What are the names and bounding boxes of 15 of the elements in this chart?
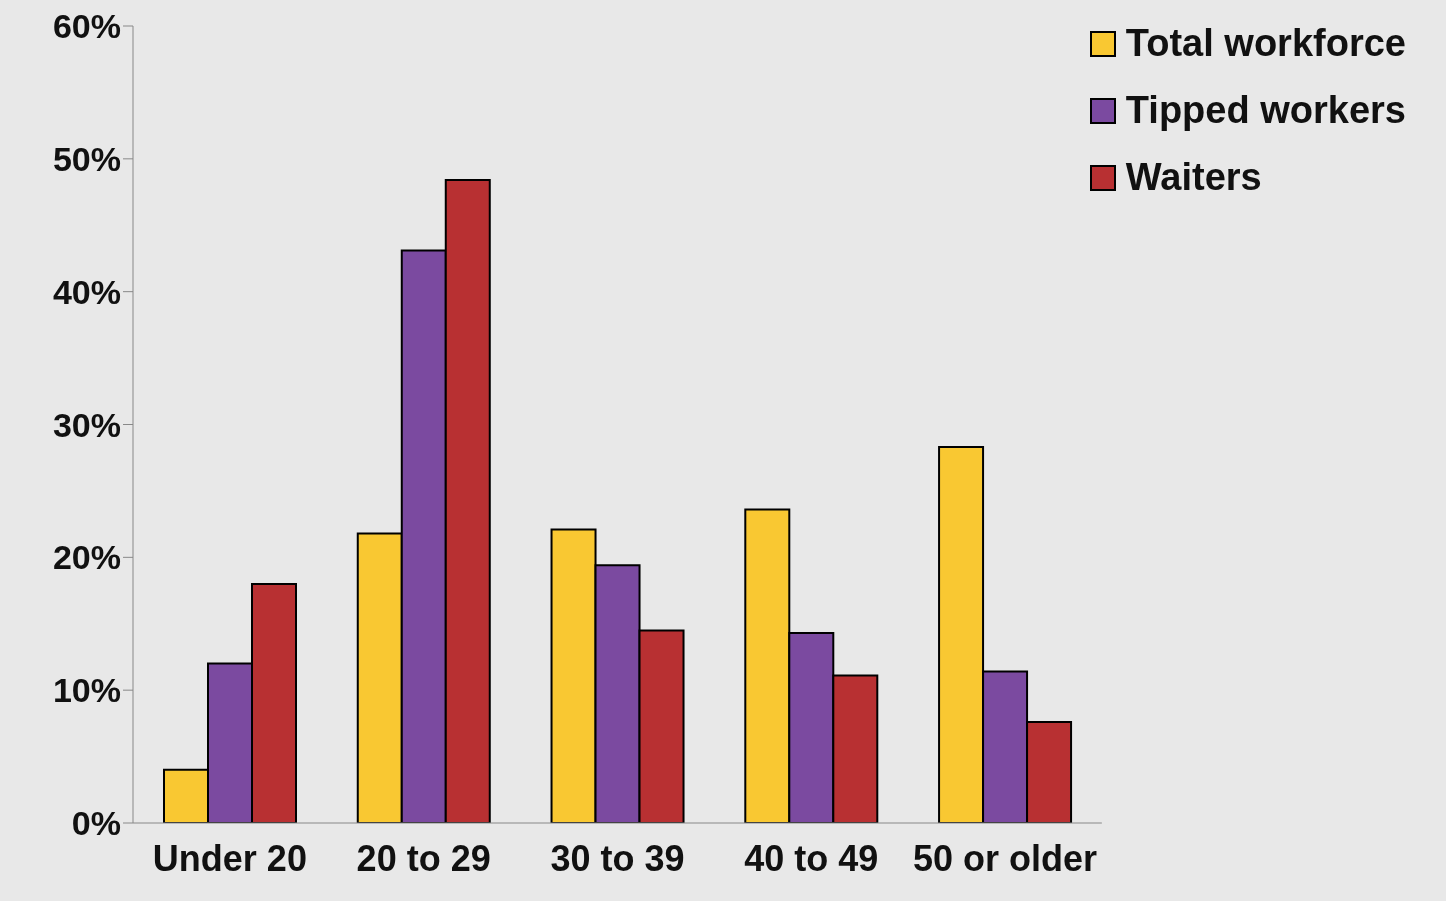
x-tick-label: 40 to 49	[744, 837, 879, 879]
x-tick-label: Under 20	[152, 837, 307, 879]
y-tick-label: 0%	[71, 804, 121, 843]
legend-label: Waiters	[1125, 156, 1262, 199]
legend-label: Tipped workers	[1125, 89, 1406, 132]
y-tick-label: 30%	[52, 405, 121, 444]
x-tick-label: 20 to 29	[356, 837, 491, 879]
x-tick-label: 50 or older	[912, 837, 1097, 879]
y-tick-label: 10%	[52, 671, 121, 710]
y-tick-label: 50%	[52, 139, 121, 178]
y-tick-label: 20%	[52, 538, 121, 577]
y-tick-label: 60%	[52, 7, 121, 46]
y-tick-label: 40%	[52, 272, 121, 311]
x-tick-label: 30 to 39	[550, 837, 685, 879]
legend-label: Total workforce	[1125, 22, 1406, 65]
